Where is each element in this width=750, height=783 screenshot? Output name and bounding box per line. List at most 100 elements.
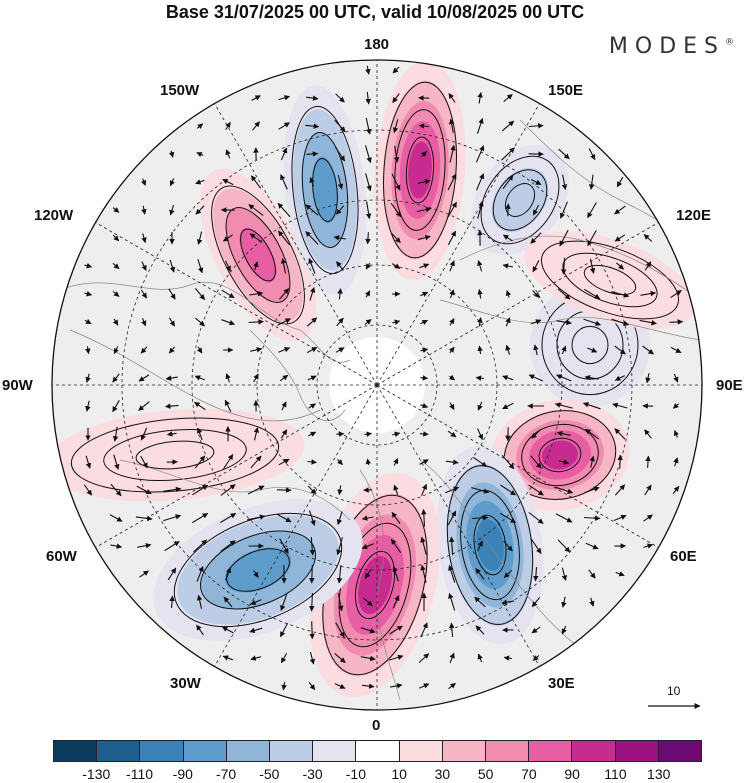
- anomaly-contour-fill: [476, 519, 504, 571]
- wind-arrow: [448, 118, 455, 133]
- colorbar-swatch: [486, 741, 530, 761]
- wind-arrow: [530, 538, 542, 554]
- colorbar-swatch: [399, 741, 443, 761]
- wind-arrow: [247, 514, 266, 521]
- wind-arrow: [502, 402, 514, 410]
- wind-arrow: [194, 455, 206, 469]
- wind-arrow: [225, 373, 231, 383]
- wind-arrow: [337, 459, 343, 465]
- wind-arrow: [280, 147, 288, 161]
- wind-arrow: [585, 428, 599, 440]
- wind-arrow: [249, 627, 263, 634]
- wind-arrow: [588, 174, 595, 190]
- wind-arrow: [361, 515, 374, 521]
- wind-arrow: [112, 262, 120, 270]
- wind-arrow: [500, 484, 516, 496]
- wind-arrow: [279, 374, 289, 382]
- lon-label-60w: 60W: [46, 548, 77, 565]
- wind-arrow: [449, 318, 455, 326]
- wind-arrow: [364, 290, 371, 298]
- wind-arrow: [196, 624, 204, 636]
- wind-arrow: [614, 428, 626, 440]
- wind-arrow: [306, 95, 319, 101]
- wind-arrow: [472, 515, 489, 521]
- wind-arrow: [420, 622, 428, 638]
- wind-arrow: [445, 486, 460, 494]
- wind-arrow: [109, 514, 123, 522]
- wind-arrow: [477, 540, 483, 552]
- colorbar-tick-label: 90: [564, 766, 580, 782]
- meridian-line: [376, 222, 659, 386]
- wind-arrow: [561, 345, 567, 355]
- wind-arrow: [532, 260, 540, 273]
- high-cell-110e: [524, 231, 696, 329]
- wind-arrow: [225, 567, 232, 581]
- meridian-line: [376, 384, 540, 667]
- high-cell-70e: [490, 399, 630, 511]
- wind-arrow: [335, 93, 345, 103]
- wind-arrow: [192, 539, 208, 553]
- colorbar-tick-label: -30: [302, 766, 323, 782]
- wind-arrow: [476, 117, 484, 134]
- wind-arrow: [196, 427, 203, 441]
- wind-arrow: [335, 205, 345, 215]
- wind-arrow: [477, 91, 483, 104]
- wind-arrow: [645, 455, 651, 468]
- wind-arrow: [390, 202, 402, 218]
- colorbar-tick-label: 70: [521, 766, 537, 782]
- wind-arrow: [588, 148, 596, 161]
- streamline-contour: [312, 158, 338, 222]
- lon-label-150w: 150W: [160, 82, 200, 99]
- wind-arrow: [477, 288, 483, 299]
- wind-arrow: [448, 346, 455, 354]
- wind-arrow: [616, 262, 625, 270]
- streamline-contour: [240, 228, 276, 282]
- wind-arrow: [194, 375, 206, 381]
- colorbar-swatch: [356, 741, 400, 761]
- wind-arrow: [223, 596, 233, 608]
- wind-arrow: [644, 261, 652, 271]
- wind-arrow: [337, 593, 344, 612]
- anomaly-contour-fill: [524, 231, 696, 329]
- wind-arrow: [309, 177, 315, 187]
- wind-arrow: [557, 539, 571, 553]
- wind-arrow: [308, 431, 317, 437]
- wind-arrow: [392, 319, 401, 325]
- wind-arrow: [194, 401, 206, 411]
- high-cell-170e: [374, 60, 466, 280]
- wind-arrow: [334, 652, 346, 664]
- wind-arrow: [360, 627, 376, 634]
- wind-arrow: [670, 346, 682, 354]
- wind-arrow: [138, 374, 150, 382]
- wind-arrow: [531, 596, 541, 608]
- wind-arrow: [169, 259, 176, 273]
- wind-arrow: [561, 567, 568, 581]
- wind-arrow: [85, 400, 91, 412]
- wind-arrow: [167, 567, 177, 581]
- wind-arrow: [85, 346, 91, 355]
- wind-arrow: [559, 459, 570, 465]
- lon-label-0: 0: [372, 717, 381, 734]
- wind-arrow: [449, 144, 456, 163]
- wind-arrow: [420, 291, 429, 297]
- streamline-contour: [226, 548, 290, 592]
- wind-arrow: [477, 401, 483, 411]
- wind-arrow: [420, 536, 427, 555]
- wind-arrow: [448, 93, 456, 103]
- wind-arrow: [561, 257, 567, 275]
- wind-arrow: [192, 484, 209, 496]
- wind-arrow: [278, 95, 291, 101]
- wind-arrow: [416, 206, 432, 213]
- wind-arrow: [141, 317, 147, 327]
- wind-arrow: [589, 597, 595, 607]
- wind-arrow: [224, 399, 232, 412]
- wind-arrow: [84, 291, 93, 297]
- wind-arrow: [222, 454, 234, 470]
- wind-arrow: [365, 201, 372, 220]
- colorbar-swatch: [183, 741, 227, 761]
- wind-arrow: [113, 346, 119, 355]
- wind-arrow: [141, 261, 147, 271]
- wind-arrow: [307, 485, 317, 495]
- wind-arrow: [613, 514, 627, 522]
- wind-arrow: [644, 429, 652, 439]
